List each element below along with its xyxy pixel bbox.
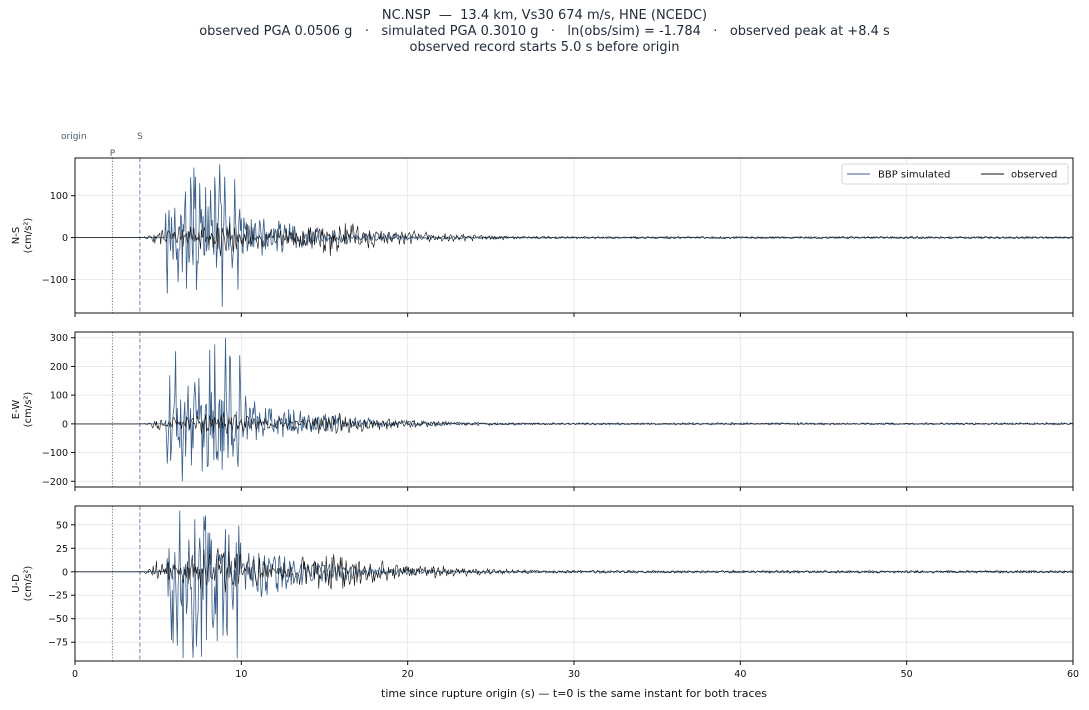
x-tick-label: 30 <box>568 669 580 680</box>
y-axis-label: E-W <box>11 400 22 420</box>
y-axis-unit: (cm/s²) <box>23 392 34 428</box>
p-label: P <box>110 149 116 159</box>
y-tick-label: −200 <box>42 477 68 488</box>
y-axis-unit: (cm/s²) <box>23 218 34 254</box>
y-tick-label: −75 <box>48 638 68 649</box>
origin-label: origin <box>61 132 87 142</box>
legend: BBP simulated observed <box>841 163 1069 185</box>
title-line-3: observed record starts 5.0 s before orig… <box>409 40 680 55</box>
x-tick-label: 40 <box>734 669 746 680</box>
x-tick-label: 0 <box>72 669 78 680</box>
y-tick-label: 0 <box>62 233 68 244</box>
y-tick-label: −100 <box>42 448 68 459</box>
y-axis-label: N-S <box>11 227 22 244</box>
y-axis-label: U-D <box>11 574 22 593</box>
observed-trace <box>75 222 1074 257</box>
y-tick-label: 300 <box>50 333 68 344</box>
legend-label-observed: observed <box>1011 170 1057 181</box>
chart-title: NC.NSP — 13.4 km, Vs30 674 m/s, HNE (NCE… <box>0 8 1089 56</box>
x-tick-label: 50 <box>901 669 913 680</box>
title-line-1: NC.NSP — 13.4 km, Vs30 674 m/s, HNE (NCE… <box>381 8 708 23</box>
legend-label-simulated: BBP simulated <box>878 170 950 181</box>
x-tick-label: 60 <box>1067 669 1079 680</box>
y-tick-label: −100 <box>42 275 68 286</box>
panel-u-d: −75 −50 −25 0 25 50 U-D (cm/s²) <box>11 505 1074 665</box>
x-tick-label: 20 <box>402 669 414 680</box>
title-line-2: observed PGA 0.0506 g · simulated PGA 0.… <box>199 24 890 39</box>
y-axis-unit: (cm/s²) <box>23 566 34 602</box>
y-tick-label: 0 <box>62 419 68 430</box>
y-tick-label: −50 <box>48 614 68 625</box>
y-tick-label: 0 <box>62 567 68 578</box>
legend-box <box>841 163 1069 185</box>
x-tick-label: 10 <box>235 669 247 680</box>
observed-trace <box>75 548 1074 593</box>
y-tick-label: 25 <box>56 544 68 555</box>
panel-e-w: −200 −100 0 100 200 300 E-W (cm/s²) <box>11 331 1074 491</box>
s-label: S <box>137 132 143 142</box>
y-tick-label: 100 <box>50 191 68 202</box>
y-tick-label: −25 <box>48 591 68 602</box>
y-tick-label: 200 <box>50 362 68 373</box>
panel-n-s: −100 0 100 N-S (cm/s²) <box>11 157 1074 317</box>
y-tick-label: 50 <box>56 520 68 531</box>
y-tick-label: 100 <box>50 391 68 402</box>
x-axis-label: time since rupture origin (s) — t=0 is t… <box>381 687 767 700</box>
observed-trace <box>75 412 1074 435</box>
